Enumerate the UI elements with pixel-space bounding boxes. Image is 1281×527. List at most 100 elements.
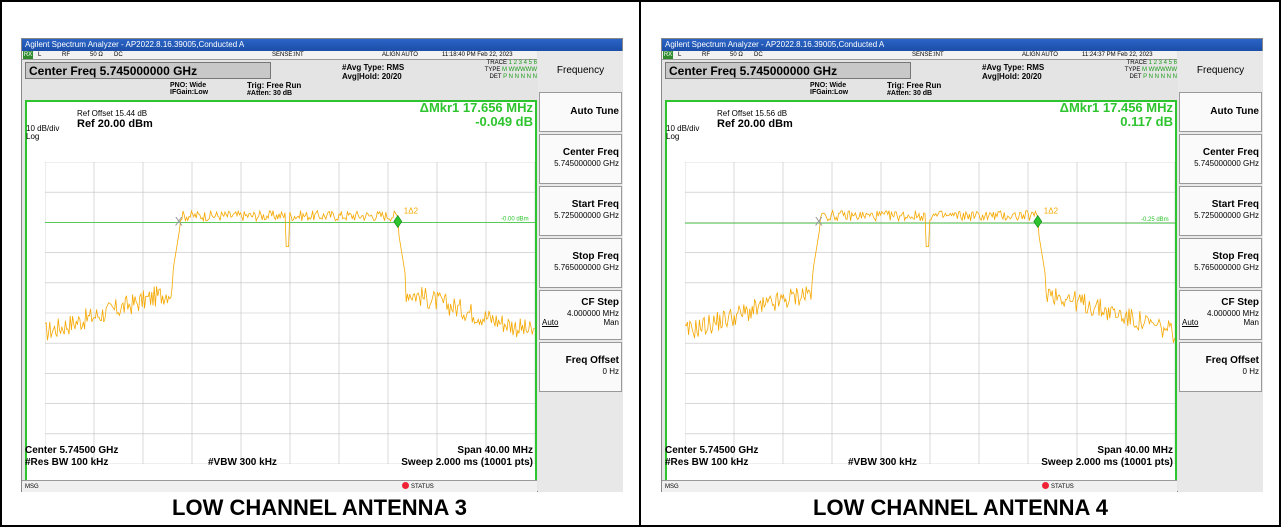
display-line-label: -0.25 dBm	[1141, 217, 1169, 223]
reference-marker-x: X	[175, 214, 183, 228]
delta-marker-freq: ΔMkr1 17.456 MHz	[1059, 100, 1173, 115]
status-sense: SENSE:INT	[272, 52, 304, 58]
status-impedance: 50 Ω	[90, 52, 103, 58]
ref-level: Ref 20.00 dBm	[77, 118, 153, 130]
res-bw: #Res BW 100 kHz	[25, 457, 109, 468]
spectrum-plot: 10.00.00-10.0-20.0-30.0-40.0-50.0-60.0-7…	[685, 162, 1175, 464]
atten-label: #Atten: 30 dB	[247, 90, 293, 97]
softkey-menu-title: Frequency	[1179, 51, 1262, 91]
start-freq-button[interactable]: Start Freq 5.725000000 GHz	[1179, 186, 1262, 236]
sweep-readout: Sweep 2.000 ms (10001 pts)	[1041, 457, 1173, 468]
log-label: Log	[26, 132, 40, 141]
message-bar: MSG	[22, 480, 537, 492]
span-readout: Span 40.00 MHz	[1097, 445, 1173, 456]
ifgain-label: IFGain:Low	[810, 89, 849, 96]
delta-marker-freq: ΔMkr1 17.656 MHz	[419, 100, 533, 115]
status-button[interactable]: STATUS	[402, 482, 434, 492]
status-rf: RF	[702, 52, 710, 58]
delta-marker-readout: ΔMkr1 17.456 MHz 0.117 dB	[1060, 101, 1173, 129]
stop-freq-button[interactable]: Stop Freq 5.765000000 GHz	[539, 238, 622, 288]
delta-marker-diamond	[1033, 214, 1043, 229]
ifgain-label: IFGain:Low	[170, 89, 209, 96]
detector-types: P N N N N N	[503, 74, 537, 80]
cf-step-button[interactable]: CF Step 4.000000 MHz Auto Man	[1179, 290, 1262, 340]
caption-antenna-4: LOW CHANNEL ANTENNA 4	[813, 495, 1108, 520]
trace-numbers: 1 2 3 4 5 6	[508, 60, 537, 66]
timestamp: 11:18:40 PM Feb 22, 2023	[442, 52, 513, 58]
status-row: RX L RF 50 Ω DC SENSE:INT ALIGN AUTO 11:…	[22, 51, 537, 60]
vbw: #VBW 300 kHz	[848, 457, 917, 468]
center-freq-readout: Center 5.74500 GHz	[665, 445, 759, 456]
rx-icon: RX	[23, 51, 33, 59]
spectrum-analyzer-screen-1: Agilent Spectrum Analyzer - AP2022.8.16.…	[21, 38, 623, 492]
stop-freq-button[interactable]: Stop Freq 5.765000000 GHz	[1179, 238, 1262, 288]
pno-label: PNO: Wide	[170, 82, 207, 89]
res-bw: #Res BW 100 kHz	[665, 457, 749, 468]
freq-offset-button[interactable]: Freq Offset 0 Hz	[539, 342, 622, 392]
scale-per-div: 10 dB/div	[26, 124, 60, 133]
detector-types: P N N N N N	[1143, 74, 1177, 80]
ref-level: Ref 20.00 dBm	[717, 118, 793, 130]
auto-option: Auto	[542, 318, 559, 327]
spectrum-plot: 10.00.00-10.0-20.0-30.0-40.0-50.0-60.0-7…	[45, 162, 535, 464]
center-freq-readout: Center 5.74500 GHz	[25, 445, 119, 456]
status-input: L	[38, 52, 42, 58]
display-line-label: -0.00 dBm	[501, 216, 529, 222]
auto-tune-button[interactable]: Auto Tune	[1179, 92, 1262, 132]
pno-label: PNO: Wide	[810, 82, 847, 89]
softkey-menu-title: Frequency	[539, 51, 622, 91]
marker-tag: 1Δ2	[1044, 206, 1059, 215]
spectrum-trace	[45, 209, 535, 341]
delta-marker-readout: ΔMkr1 17.656 MHz -0.049 dB	[420, 101, 533, 129]
status-coupling: DC	[754, 52, 763, 58]
vbw: #VBW 300 kHz	[208, 457, 277, 468]
trace-info: TRACE 1 2 3 4 5 6 TYPE M WWWWW DET P N N…	[484, 60, 537, 80]
softkey-menu: Frequency Auto Tune Center Freq 5.7450000…	[538, 51, 623, 492]
start-freq-button[interactable]: Start Freq 5.725000000 GHz	[539, 186, 622, 236]
trace-types: M WWWWW	[502, 67, 537, 73]
span-readout: Span 40.00 MHz	[457, 445, 533, 456]
status-input: L	[678, 52, 682, 58]
status-row: RX L RF 50 Ω DC SENSE:INT ALIGN AUTO 11:…	[662, 51, 1177, 60]
trace-types: M WWWWW	[1142, 67, 1177, 73]
trig-label: Trig: Free Run	[247, 81, 302, 90]
man-option: Man	[1243, 318, 1259, 327]
ref-offset: Ref Offset 15.56 dB	[717, 109, 788, 118]
avg-type: #Avg Type: RMS	[982, 63, 1045, 72]
status-sense: SENSE:INT	[912, 52, 944, 58]
trace-numbers: 1 2 3 4 5 6	[1148, 60, 1177, 66]
graticule[interactable]	[665, 100, 1177, 482]
status-button[interactable]: STATUS	[1042, 482, 1074, 492]
status-align: ALIGN AUTO	[382, 52, 418, 58]
man-option: Man	[603, 318, 619, 327]
window-title: Agilent Spectrum Analyzer - AP2022.8.16.…	[22, 39, 622, 51]
avg-hold: Avg|Hold: 20/20	[982, 72, 1042, 81]
center-freq-button[interactable]: Center Freq 5.745000000 GHz	[1179, 134, 1262, 184]
marker-tag: 1Δ2	[404, 206, 419, 215]
status-coupling: DC	[114, 52, 123, 58]
status-rf: RF	[62, 52, 70, 58]
delta-marker-value: -0.049 dB	[475, 114, 533, 129]
sweep-readout: Sweep 2.000 ms (10001 pts)	[401, 457, 533, 468]
center-freq-button[interactable]: Center Freq 5.745000000 GHz	[539, 134, 622, 184]
status-impedance: 50 Ω	[730, 52, 743, 58]
message-bar: MSG	[662, 480, 1177, 492]
caption-antenna-3: LOW CHANNEL ANTENNA 3	[172, 495, 467, 520]
center-freq-field[interactable]: Center Freq 5.745000000 GHz	[665, 62, 911, 79]
trace-info: TRACE 1 2 3 4 5 6 TYPE M WWWWW DET P N N…	[1124, 60, 1177, 80]
delta-marker-value: 0.117 dB	[1120, 114, 1173, 129]
ref-offset: Ref Offset 15.44 dB	[77, 109, 148, 118]
scale-per-div: 10 dB/div	[666, 124, 700, 133]
freq-offset-button[interactable]: Freq Offset 0 Hz	[1179, 342, 1262, 392]
avg-type: #Avg Type: RMS	[342, 63, 405, 72]
reference-marker-x: X	[815, 214, 823, 228]
auto-tune-button[interactable]: Auto Tune	[539, 92, 622, 132]
cf-step-button[interactable]: CF Step 4.000000 MHz Auto Man	[539, 290, 622, 340]
avg-hold: Avg|Hold: 20/20	[342, 72, 402, 81]
auto-option: Auto	[1182, 318, 1199, 327]
center-freq-field[interactable]: Center Freq 5.745000000 GHz	[25, 62, 271, 79]
log-label: Log	[666, 132, 680, 141]
spectrum-analyzer-screen-2: Agilent Spectrum Analyzer - AP2022.8.16.…	[661, 38, 1263, 492]
status-align: ALIGN AUTO	[1022, 52, 1058, 58]
trig-label: Trig: Free Run	[887, 81, 942, 90]
